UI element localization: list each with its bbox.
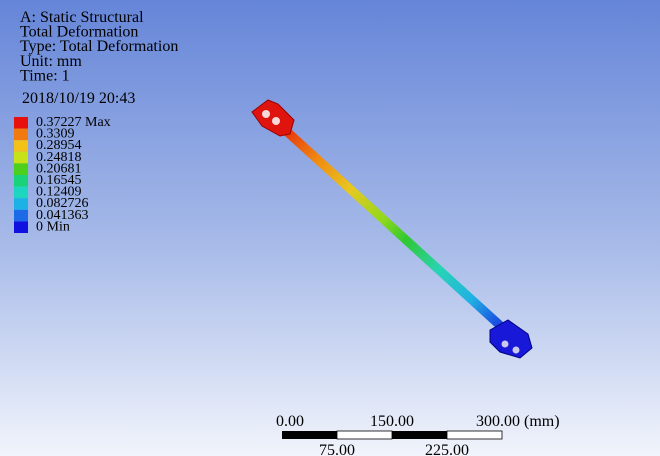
- legend-swatch: [14, 175, 28, 187]
- legend-swatch: [14, 198, 28, 210]
- scale-label: 0.00: [276, 413, 304, 430]
- legend-label: 0 Min: [36, 219, 70, 234]
- scale-label: 150.00: [370, 413, 414, 430]
- scale-label: 75.00: [319, 442, 355, 456]
- legend-swatch: [14, 152, 28, 164]
- legend-swatch: [14, 187, 28, 199]
- scale-segment: [447, 431, 502, 439]
- background: [0, 0, 660, 456]
- legend-swatch: [14, 163, 28, 175]
- scale-segment: [392, 431, 447, 439]
- legend-swatch: [14, 221, 28, 233]
- legend-swatch: [14, 210, 28, 222]
- viewport: A: Static StructuralTotal DeformationTyp…: [0, 0, 660, 456]
- legend-swatch: [14, 140, 28, 152]
- legend-swatch: [14, 117, 28, 129]
- legend-swatch: [14, 129, 28, 141]
- scale-label: 225.00: [425, 442, 469, 456]
- header-line: Time: 1: [20, 67, 70, 84]
- date: 2018/10/19 20:43: [22, 90, 135, 107]
- scale-segment: [337, 431, 392, 439]
- scale-label: 300.00 (mm): [476, 413, 560, 430]
- scale-segment: [282, 431, 337, 439]
